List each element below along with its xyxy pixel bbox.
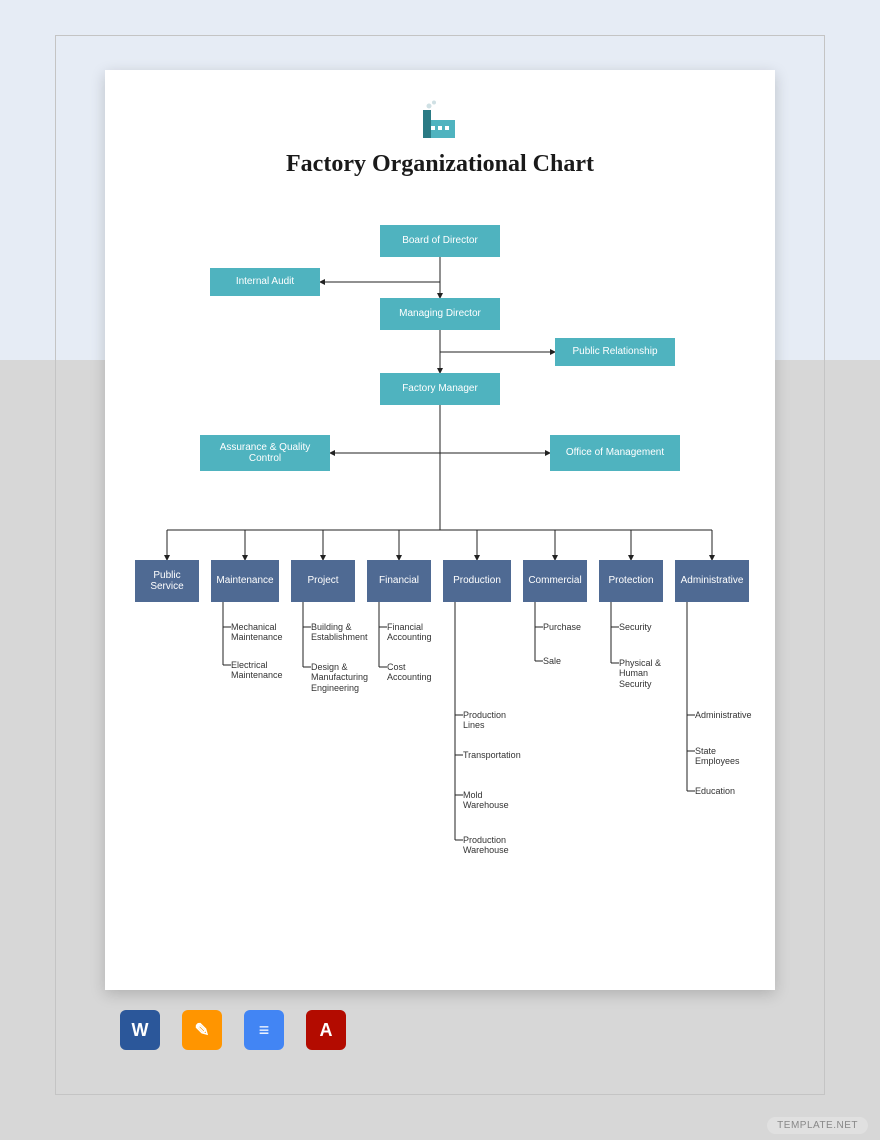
- node-factory: Factory Manager: [380, 373, 500, 405]
- subitem-d6-1: Physical & Human Security: [619, 658, 675, 689]
- page-title: Factory Organizational Chart: [105, 151, 775, 178]
- title-block: Factory Organizational Chart: [105, 70, 775, 178]
- subitem-d2-0: Building & Establishment: [311, 622, 367, 643]
- node-d4: Production: [443, 560, 511, 602]
- file-format-icons: W ✎ ≡ A: [120, 1010, 346, 1050]
- subitem-d1-1: Electrical Maintenance: [231, 660, 287, 681]
- node-d2: Project: [291, 560, 355, 602]
- node-managing: Managing Director: [380, 298, 500, 330]
- subitem-d5-0: Purchase: [543, 622, 599, 632]
- node-board: Board of Director: [380, 225, 500, 257]
- pages-icon[interactable]: ✎: [182, 1010, 222, 1050]
- node-audit: Internal Audit: [210, 268, 320, 296]
- node-d0: Public Service: [135, 560, 199, 602]
- node-d1: Maintenance: [211, 560, 279, 602]
- subitem-d7-2: Education: [695, 786, 751, 796]
- node-pubrel: Public Relationship: [555, 338, 675, 366]
- factory-icon: [417, 100, 463, 145]
- document-page: Factory Organizational Chart Board of Di…: [105, 70, 775, 990]
- subitem-d6-0: Security: [619, 622, 675, 632]
- node-d5: Commercial: [523, 560, 587, 602]
- subitem-d1-0: Mechanical Maintenance: [231, 622, 287, 643]
- gdocs-icon[interactable]: ≡: [244, 1010, 284, 1050]
- subitem-d5-1: Sale: [543, 656, 599, 666]
- node-d3: Financial: [367, 560, 431, 602]
- subitem-d4-1: Transportation: [463, 750, 519, 760]
- node-office: Office of Management: [550, 435, 680, 471]
- org-chart: Board of Director Internal Audit Managing …: [105, 210, 775, 980]
- subitem-d7-1: State Employees: [695, 746, 751, 767]
- subitem-d4-2: Mold Warehouse: [463, 790, 519, 811]
- subitem-d3-0: Financial Accounting: [387, 622, 443, 643]
- node-aqc: Assurance & Quality Control: [200, 435, 330, 471]
- word-icon[interactable]: W: [120, 1010, 160, 1050]
- node-d7: Administrative: [675, 560, 749, 602]
- watermark: TEMPLATE.NET: [767, 1117, 868, 1134]
- subitem-d7-0: Administrative: [695, 710, 751, 720]
- pdf-icon[interactable]: A: [306, 1010, 346, 1050]
- subitem-d4-0: Production Lines: [463, 710, 519, 731]
- subitem-d2-1: Design & Manufacturing Engineering: [311, 662, 367, 693]
- node-d6: Protection: [599, 560, 663, 602]
- subitem-d3-1: Cost Accounting: [387, 662, 443, 683]
- subitem-d4-3: Production Warehouse: [463, 835, 519, 856]
